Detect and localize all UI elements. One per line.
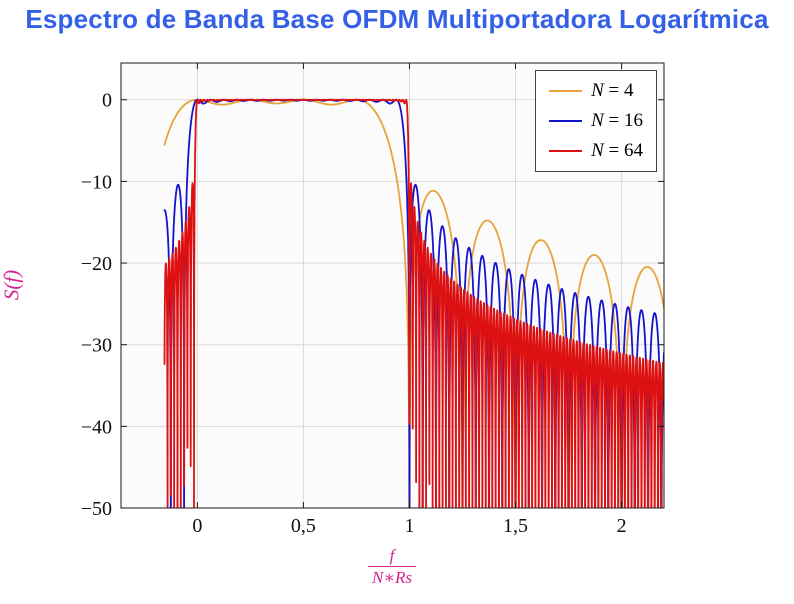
legend-line-sample [549, 149, 583, 153]
x-axis-label: f N∗Rs [368, 546, 416, 587]
page-title: Espectro de Banda Base OFDM Multiportado… [25, 4, 769, 34]
legend-entry: N = 16 [549, 110, 643, 132]
x-axis-label-numerator: f [389, 546, 395, 565]
x-axis-label-denominator: N∗Rs [368, 565, 416, 588]
y-tick-label: −20 [81, 253, 112, 275]
x-tick-label: 1,5 [503, 515, 528, 537]
y-tick-label: −40 [81, 416, 112, 438]
y-tick-label: 0 [102, 90, 112, 112]
plot-frame [120, 62, 665, 509]
x-tick-label: 0 [192, 515, 202, 537]
legend-entry-label: N = 16 [591, 110, 643, 131]
y-tick-label: −30 [81, 335, 112, 357]
x-tick-label: 2 [617, 515, 627, 537]
y-tick-label: −10 [81, 171, 112, 193]
y-axis-label-text: S(f) [0, 269, 24, 301]
legend: N = 4 N = 16 N = 64 [535, 70, 657, 172]
legend-entry: N = 4 [549, 80, 643, 102]
tick-marks [121, 63, 664, 509]
x-tick-label: 0,5 [291, 515, 316, 537]
x-tick-label: 1 [404, 515, 414, 537]
y-axis-label: S(f) [0, 270, 25, 300]
legend-line-sample [549, 119, 583, 123]
series-curve-64 [163, 98, 664, 508]
y-tick-label: −50 [81, 498, 112, 520]
legend-entry: N = 64 [549, 140, 643, 162]
legend-line-sample [549, 89, 583, 93]
legend-entry-label: N = 4 [591, 80, 634, 101]
legend-entry-label: N = 64 [591, 140, 643, 161]
series-group [163, 98, 664, 508]
